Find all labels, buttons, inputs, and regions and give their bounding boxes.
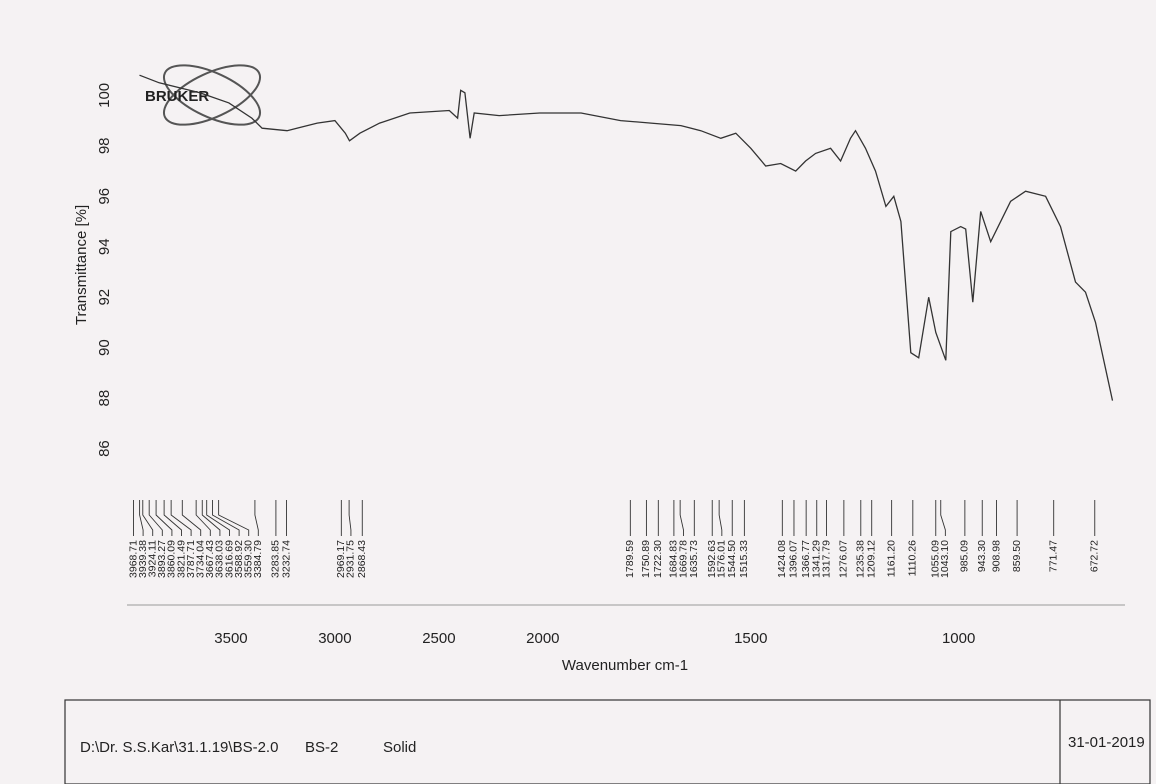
peak-label: 3588.92	[233, 540, 245, 578]
peak-label: 3667.43	[204, 540, 216, 578]
peak-marker	[212, 500, 240, 536]
footer-path: D:\Dr. S.S.Kar\31.1.19\BS-2.0	[80, 739, 278, 756]
peak-label: 672.72	[1089, 540, 1101, 572]
y-tick-label: 94	[96, 238, 113, 255]
x-tick-label: 1500	[734, 630, 767, 647]
peak-marker	[254, 500, 259, 536]
peak-label: 943.30	[976, 540, 988, 572]
footer-date: 31-01-2019	[1068, 734, 1145, 751]
y-tick-label: 92	[96, 289, 113, 306]
logo: BRUKER	[145, 64, 262, 126]
peak-label: 3734.04	[194, 540, 206, 578]
peak-marker	[679, 500, 684, 536]
peak-label: 1276.07	[838, 540, 850, 578]
peak-marker	[155, 500, 173, 536]
peak-label: 3821.49	[175, 540, 187, 578]
peak-label: 3616.69	[223, 540, 235, 578]
peak-label: 3787.71	[185, 540, 197, 578]
peak-label: 908.98	[990, 540, 1002, 572]
peak-label: 771.47	[1047, 540, 1059, 572]
spectrum-line	[139, 74, 1114, 401]
peak-marker	[170, 500, 192, 536]
peak-label: 1544.50	[726, 540, 738, 578]
peak-label: 1235.38	[855, 540, 867, 578]
peak-label: 1684.83	[668, 540, 680, 578]
peak-label: 859.50	[1011, 540, 1023, 572]
footer-state: Solid	[383, 739, 416, 756]
peak-label: 3638.03	[214, 540, 226, 578]
peak-label: 1317.79	[820, 540, 832, 578]
peak-marker	[201, 500, 221, 536]
peak-label: 3939.38	[137, 540, 149, 578]
peak-label: 1043.10	[939, 540, 951, 578]
peak-marker	[718, 500, 723, 536]
peak-label: 3384.79	[252, 540, 264, 578]
peak-marker	[142, 500, 154, 536]
peak-label: 1341.29	[811, 540, 823, 578]
peak-marker	[218, 500, 250, 536]
peak-label: 1366.77	[800, 540, 812, 578]
peak-label: 3893.27	[156, 540, 168, 578]
x-tick-label: 3000	[318, 630, 351, 647]
y-axis-title: Transmittance [%]	[73, 205, 90, 325]
peak-label: 2931.75	[345, 540, 357, 578]
peak-label: 1789.59	[624, 540, 636, 578]
peak-label: 1161.20	[885, 540, 897, 577]
peak-marker	[940, 500, 946, 536]
peak-label: 985.09	[959, 540, 971, 572]
peak-marker	[148, 500, 163, 536]
peak-label: 1515.33	[738, 540, 750, 578]
peak-label: 1424.08	[776, 540, 788, 578]
footer-box	[64, 699, 1151, 784]
peak-label: 1750.89	[640, 540, 652, 578]
peak-marker	[348, 500, 352, 536]
peak-marker	[195, 500, 211, 536]
x-axis-title: Wavenumber cm-1	[562, 657, 688, 674]
peak-label: 2868.43	[356, 540, 368, 578]
x-tick-label: 3500	[214, 630, 247, 647]
x-tick-label: 1000	[942, 630, 975, 647]
y-tick-label: 88	[96, 390, 113, 407]
peak-label: 1722.30	[652, 540, 664, 578]
peak-label: 2969.17	[335, 540, 347, 578]
y-tick-label: 96	[96, 188, 113, 205]
y-tick-label: 100	[96, 83, 113, 108]
peak-label: 3968.71	[127, 540, 139, 578]
peak-label: 1669.78	[677, 540, 689, 578]
peak-label: 1635.73	[688, 540, 700, 578]
logo-text: BRUKER	[145, 88, 209, 105]
footer-sample: BS-2	[305, 739, 338, 756]
x-tick-label: 2000	[526, 630, 559, 647]
peak-marker	[206, 500, 230, 536]
y-tick-label: 86	[96, 440, 113, 457]
peak-label: 3232.74	[280, 540, 292, 578]
peak-label: 3283.85	[270, 540, 282, 578]
peak-label: 1592.63	[706, 540, 718, 578]
y-tick-label: 90	[96, 339, 113, 356]
peak-marker	[181, 500, 202, 536]
peak-label: 1110.26	[907, 540, 919, 577]
peak-marker	[163, 500, 182, 536]
peak-label: 3924.11	[146, 540, 158, 577]
peak-label: 1576.01	[716, 540, 728, 578]
peak-label: 1396.07	[788, 540, 800, 578]
peak-marker	[139, 500, 144, 536]
x-tick-label: 2500	[422, 630, 455, 647]
peak-label: 3860.09	[166, 540, 178, 578]
peak-label: 3559.30	[242, 540, 254, 578]
y-tick-label: 98	[96, 137, 113, 154]
peak-label: 1209.12	[865, 540, 877, 578]
peak-label: 1055.09	[930, 540, 942, 578]
